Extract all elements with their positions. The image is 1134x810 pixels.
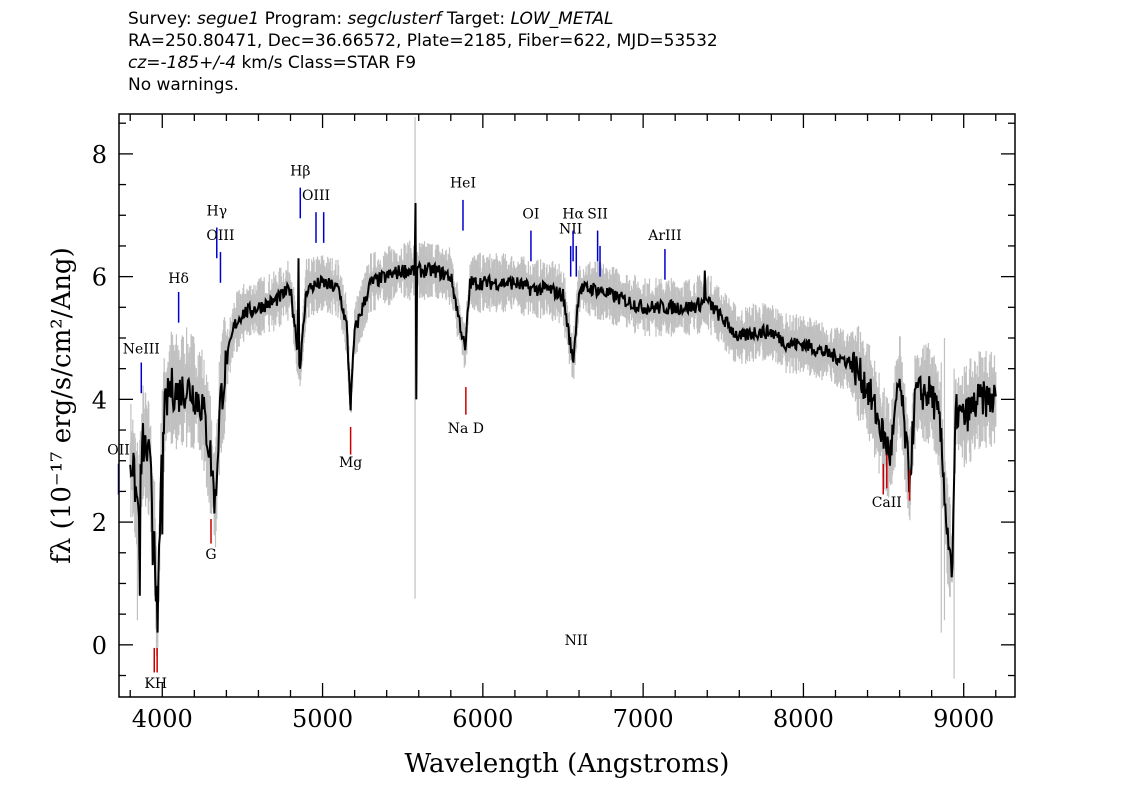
emission-line-label: Hβ — [290, 163, 310, 179]
redshift-value: cz=-185+/-4 — [128, 53, 237, 73]
x-tick-label: 8000 — [773, 705, 834, 733]
emission-line-label: OI — [522, 206, 539, 222]
header-line-warnings: No warnings. — [128, 75, 239, 95]
absorption-line-label: G — [205, 547, 216, 563]
header-line-coords: RA=250.80471, Dec=36.66572, Plate=2185, … — [128, 31, 718, 51]
header-line-survey: Survey: segue1 Program: segclusterf Targ… — [128, 8, 718, 30]
emission-line-label: HeI — [450, 176, 476, 192]
y-axis-label: fλ (10⁻¹⁷ erg/s/cm²/Ang) — [47, 247, 77, 563]
x-tick-label: 4000 — [132, 705, 193, 733]
emission-line-label: SII — [587, 206, 608, 222]
y-tick-label: 6 — [92, 264, 107, 292]
spectrum-layer — [129, 202, 997, 633]
emission-line-label: OIII — [302, 188, 330, 204]
emission-line-label: ArIII — [647, 228, 681, 244]
emission-line-label: Hα — [562, 206, 584, 222]
absorption-line-label: Na D — [448, 421, 484, 437]
emission-line-label: Hγ — [206, 203, 227, 219]
x-tick-label: 7000 — [613, 705, 674, 733]
class-value: km/s Class=STAR F9 — [241, 53, 417, 73]
x-tick-label: 6000 — [452, 705, 513, 733]
y-tick-label: 0 — [92, 632, 107, 660]
y-tick-label: 8 — [92, 141, 107, 169]
emission-line-label: NII — [565, 633, 588, 649]
spectrum-line — [129, 202, 997, 633]
plot-frame — [118, 113, 1016, 698]
absorption-line-label: KH — [144, 676, 167, 692]
x-tick-label: 9000 — [933, 705, 994, 733]
y-tick-label: 2 — [92, 509, 107, 537]
target-value: LOW_METAL — [510, 9, 614, 29]
x-axis-label: Wavelength (Angstroms) — [405, 749, 730, 779]
spectrum-header: Survey: segue1 Program: segclusterf Targ… — [128, 8, 718, 96]
x-tick-label: 5000 — [292, 705, 353, 733]
emission-line-label: OIII — [206, 228, 234, 244]
y-tick-label: 4 — [92, 386, 107, 414]
header-line-redshift: cz=-185+/-4 km/s Class=STAR F9 — [128, 52, 718, 74]
emission-line-label: NII — [559, 222, 582, 238]
absorption-line-label: CaII — [872, 495, 902, 511]
survey-label: Survey: — [128, 9, 192, 29]
axis-ticks: 4000 5000 6000 7000 8000 9000 0 2 4 6 8 — [92, 114, 1015, 733]
line-markers-layer: OIINeIIIHδHγOIIIHβOIIIHeIOINIIHαNIISIIAr… — [107, 163, 911, 692]
survey-value: segue1 — [197, 9, 260, 29]
program-value: segclusterf — [347, 9, 442, 29]
target-label: Target: — [446, 9, 506, 29]
program-label: Program: — [264, 9, 343, 29]
emission-line-label: NeIII — [123, 341, 160, 357]
absorption-line-label: Mg — [339, 455, 362, 471]
emission-line-label: Hδ — [168, 271, 189, 287]
